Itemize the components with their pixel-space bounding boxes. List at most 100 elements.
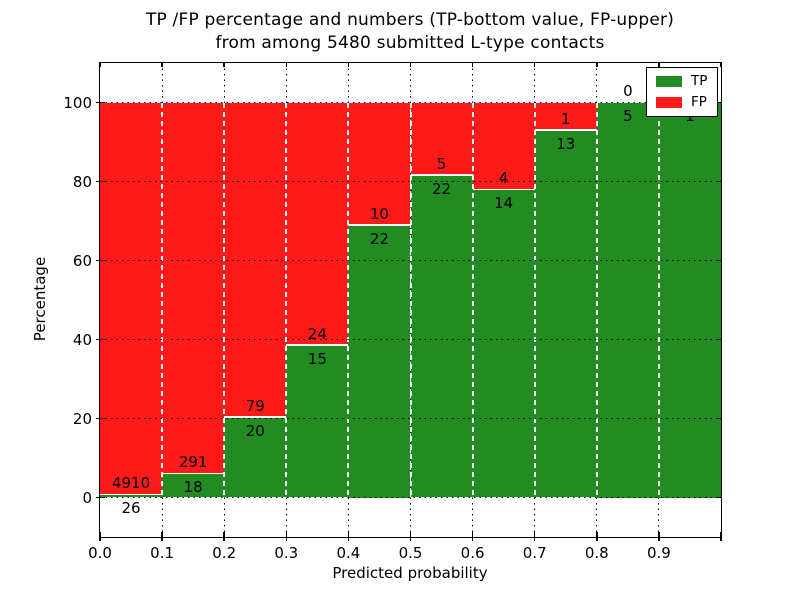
fp-count-label: 79: [245, 396, 265, 415]
tp-bar-segment: [162, 474, 225, 498]
bar-segment-separator: [224, 416, 287, 418]
fp-legend-label: FP: [691, 93, 707, 110]
tp-bar-segment: [410, 175, 473, 498]
fp-count-label: 4: [498, 169, 509, 188]
fp-count-label: 4910: [111, 474, 151, 493]
y-axis-right-tick: [717, 338, 721, 341]
y-axis-tick: [96, 259, 105, 262]
fp-count-label: 10: [369, 204, 389, 223]
x-axis-top-tick: [223, 63, 225, 67]
plot-area: 491026291187920241510225224141130501 0.0…: [63, 62, 722, 562]
ticks-layer: [96, 63, 722, 541]
y-axis-tick: [96, 101, 105, 104]
y-axis-tick: [96, 338, 105, 341]
y-tick-labels-layer: 0 20 40 60 80 100: [63, 63, 721, 537]
tp-count-label: 22: [432, 179, 452, 198]
fp-bar-segment: [534, 102, 597, 131]
y-tick-label: 0: [82, 488, 92, 507]
legend-item-tp: TP: [656, 73, 708, 89]
x-axis-top-tick: [658, 63, 660, 67]
bar-boundary-line: [533, 102, 536, 498]
x-tick-label: 0.5: [398, 544, 423, 562]
bar-boundary-line: [285, 102, 288, 498]
tp-count-label: 13: [556, 134, 576, 153]
chart-title-line1: TP /FP percentage and numbers (TP-bottom…: [145, 10, 675, 30]
legend: TP FP: [646, 67, 719, 117]
x-tick-labels-layer: 0.0 0.1 0.2 0.3 0.4 0.5 0.6 0.7 0.8 0.9: [88, 63, 721, 562]
legend-item-fp: FP: [656, 93, 707, 110]
y-axis-tick: [96, 417, 105, 420]
tp-count-label: 22: [369, 229, 389, 248]
tp-count-label: 15: [307, 349, 327, 368]
bar-segment-separator: [348, 224, 411, 226]
x-axis-tick: [99, 532, 101, 541]
y-tick-label: 80: [72, 172, 92, 191]
x-axis-tick: [471, 532, 474, 541]
y-axis-right-tick: [717, 496, 721, 499]
x-axis-tick: [658, 532, 660, 541]
x-axis-tick: [223, 532, 225, 541]
x-axis-top-tick: [409, 63, 412, 67]
x-tick-label: 0.8: [584, 544, 609, 562]
x-tick-label: 0.7: [522, 544, 547, 562]
tp-count-label: 26: [121, 499, 141, 518]
tp-bar-segment: [286, 345, 349, 498]
bar-segment-separator: [472, 188, 535, 191]
tp-legend-label: TP: [691, 73, 708, 89]
x-axis-tick: [347, 532, 350, 541]
chart-title: TP /FP percentage and numbers (TP-bottom…: [99, 9, 721, 55]
y-axis-tick: [96, 180, 105, 183]
x-tick-label: 0.9: [646, 544, 671, 562]
x-axis-top-tick: [720, 63, 722, 67]
bar-boundary-line: [223, 102, 226, 498]
bar-boundary-lines-layer: [100, 63, 721, 537]
bar-segment-separator: [534, 129, 597, 131]
fp-count-label: 0: [623, 81, 633, 100]
x-axis-tick: [596, 532, 598, 541]
bar-boundary-line: [657, 102, 660, 498]
y-tick-label: 40: [72, 330, 92, 349]
fp-legend-swatch: [656, 96, 682, 108]
fp-count-label: 1: [560, 109, 571, 128]
x-axis-top-tick: [285, 63, 288, 67]
fp-bar-segment: [286, 102, 349, 346]
horizontal-gridline: [100, 181, 721, 182]
x-tick-label: 0.4: [336, 544, 361, 562]
horizontal-gridline: [100, 497, 721, 498]
y-tick-label: 20: [72, 409, 92, 428]
x-axis-top-tick: [347, 63, 350, 67]
fp-bar-segment: [100, 102, 163, 496]
y-axis-right-tick: [717, 417, 721, 420]
y-tick-label: 100: [63, 93, 92, 112]
bar-segment-separator: [162, 472, 225, 475]
bar-segment-separator: [286, 344, 349, 346]
tp-count-label: 5: [623, 106, 633, 125]
bar-boundary-line: [347, 102, 350, 498]
y-axis-right-tick: [717, 180, 721, 183]
bar-segment-separator: [100, 493, 163, 496]
x-tick-label: 0.6: [460, 544, 485, 562]
tp-bar-segment: [224, 417, 287, 498]
horizontal-gridlines-layer: [100, 63, 721, 537]
x-axis-top-tick: [161, 63, 163, 67]
x-axis-tick: [533, 532, 536, 541]
x-tick-label: 0.0: [88, 544, 112, 562]
x-axis-top-tick: [533, 63, 536, 67]
x-tick-label: 0.2: [212, 544, 237, 562]
bar-boundary-line: [161, 102, 164, 498]
horizontal-gridline: [100, 102, 721, 103]
fp-bar-segment: [410, 102, 473, 176]
bar-boundary-line: [409, 102, 412, 498]
x-tick-label: 0.3: [274, 544, 299, 562]
y-axis-right-tick: [717, 259, 721, 262]
x-axis-top-tick: [99, 63, 101, 67]
fp-count-label: 291: [178, 453, 208, 472]
bar-segment-separator: [410, 174, 473, 176]
x-axis-tick: [720, 532, 722, 541]
tp-bar-segment: [596, 102, 659, 498]
tp-bar-segment: [534, 130, 597, 498]
tp-legend-swatch: [656, 76, 682, 88]
fp-bar-segment: [348, 102, 411, 226]
horizontal-gridline: [100, 339, 721, 340]
